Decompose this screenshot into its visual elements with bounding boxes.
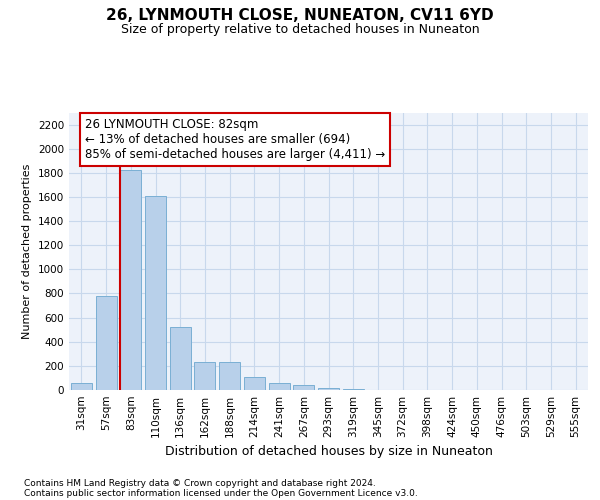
Bar	[71, 384, 92, 390]
Bar	[219, 362, 240, 390]
Bar	[145, 196, 166, 390]
Bar	[95, 296, 116, 390]
Bar	[293, 385, 314, 390]
Text: Size of property relative to detached houses in Nuneaton: Size of property relative to detached ho…	[121, 22, 479, 36]
Bar	[120, 170, 141, 390]
Bar	[269, 384, 290, 390]
Text: Contains public sector information licensed under the Open Government Licence v3: Contains public sector information licen…	[24, 488, 418, 498]
Text: Contains HM Land Registry data © Crown copyright and database right 2024.: Contains HM Land Registry data © Crown c…	[24, 478, 376, 488]
Bar	[318, 388, 339, 390]
X-axis label: Distribution of detached houses by size in Nuneaton: Distribution of detached houses by size …	[164, 446, 493, 458]
Bar	[194, 362, 215, 390]
Bar	[170, 328, 191, 390]
Bar	[244, 378, 265, 390]
Text: 26 LYNMOUTH CLOSE: 82sqm
← 13% of detached houses are smaller (694)
85% of semi-: 26 LYNMOUTH CLOSE: 82sqm ← 13% of detach…	[85, 118, 385, 161]
Y-axis label: Number of detached properties: Number of detached properties	[22, 164, 32, 339]
Text: 26, LYNMOUTH CLOSE, NUNEATON, CV11 6YD: 26, LYNMOUTH CLOSE, NUNEATON, CV11 6YD	[106, 8, 494, 22]
